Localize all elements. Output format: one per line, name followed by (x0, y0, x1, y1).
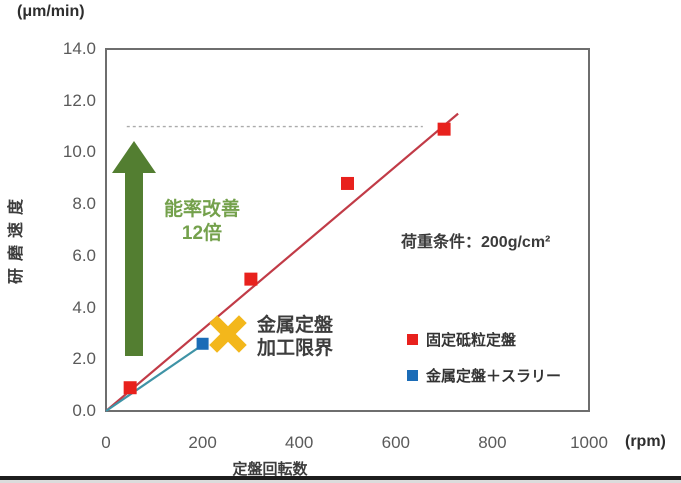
improvement-annotation-line1: 能率改善 (163, 199, 240, 220)
plot-border (105, 48, 590, 412)
improvement-annotation-line2: 12倍 (181, 223, 223, 244)
x-axis-title: 定盤回転数 (232, 461, 308, 478)
limit-annotation-line2: 加工限界 (257, 338, 334, 359)
x-tick-label: 1000 (570, 433, 608, 452)
bottom-edge-strip (0, 480, 681, 483)
y-tick-label: 4.0 (72, 297, 96, 317)
red-square-marker-icon (407, 333, 418, 345)
y-tick-label: 6.0 (72, 245, 96, 265)
y-tick-label: 10.0 (62, 142, 96, 162)
legend-item-fixed-abrasive: 固定砥粒定盤 (407, 331, 517, 349)
legend-item-label: 固定砥粒定盤 (426, 331, 517, 349)
y-axis-unit-label: (μm/min) (17, 3, 85, 20)
x-tick-label: 800 (478, 433, 507, 452)
x-tick-label: 400 (285, 433, 314, 452)
bottom-divider-line (0, 476, 681, 480)
improvement-arrow-icon (112, 141, 156, 356)
legend-item-label: 金属定盤＋スラリー (426, 367, 562, 385)
trendline-series-0 (105, 112, 459, 412)
improvement-annotation: 能率改善 12倍 (147, 198, 257, 246)
y-tick-label: 0.0 (72, 401, 96, 420)
data-point-series-0 (244, 272, 258, 286)
blue-square-marker-icon (407, 369, 418, 381)
data-point-series-0 (341, 176, 354, 190)
data-point-series-1 (196, 337, 209, 350)
x-axis-unit-label: (rpm) (625, 433, 666, 450)
data-point-series-0 (437, 122, 451, 136)
load-condition-label: 荷重条件：200g/cm² (401, 234, 551, 251)
x-tick-label: 200 (188, 433, 217, 452)
trendline-series-1 (105, 341, 207, 412)
y-tick-label: 12.0 (62, 90, 96, 110)
limit-annotation-line1: 金属定盤 (257, 315, 334, 336)
legend-item-metal-slurry: 金属定盤＋スラリー (407, 367, 562, 385)
x-tick-label: 0 (101, 433, 111, 452)
y-tick-label: 14.0 (62, 39, 96, 58)
y-axis-title: 研磨速度 (8, 191, 25, 285)
x-tick-label: 600 (381, 433, 410, 452)
y-tick-label: 2.0 (72, 349, 96, 369)
limit-annotation: 金属定盤 加工限界 (257, 314, 333, 360)
y-tick-label: 8.0 (72, 194, 96, 214)
data-point-series-0 (123, 381, 137, 395)
limit-x-mark-icon (209, 315, 247, 353)
